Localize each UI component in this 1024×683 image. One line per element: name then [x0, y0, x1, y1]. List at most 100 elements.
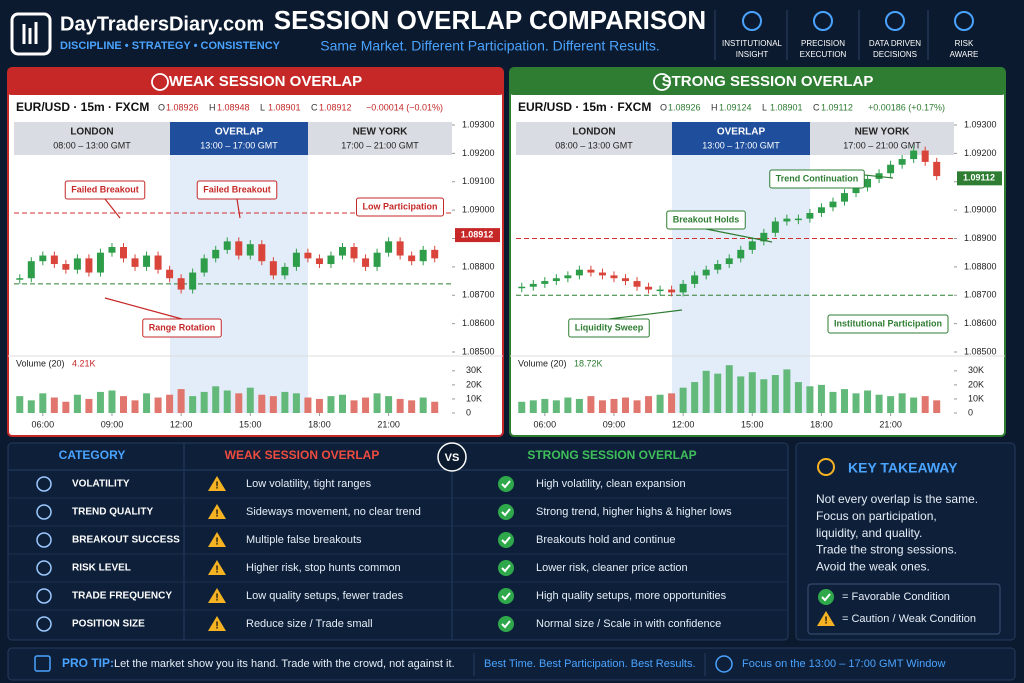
- volume-bar: [258, 394, 266, 413]
- volume-bar: [829, 391, 837, 413]
- volume-bar: [27, 400, 35, 413]
- annotation-box: [827, 314, 949, 334]
- table-header: CATEGORY: [59, 448, 126, 462]
- candle: [235, 241, 243, 256]
- price-tag: [455, 228, 500, 243]
- feature-label: INSIGHT: [736, 50, 769, 59]
- candle: [292, 252, 300, 267]
- candle: [864, 178, 872, 188]
- candle: [246, 244, 254, 256]
- check-icon: [498, 616, 514, 632]
- volume-bar: [771, 375, 779, 413]
- check-icon-mark: [501, 508, 511, 517]
- volume-bar: [189, 396, 197, 413]
- category: TRADE FREQUENCY: [72, 591, 172, 602]
- volume-bar: [564, 397, 572, 413]
- footer: [7, 647, 1016, 681]
- check-icon: [498, 504, 514, 520]
- ohlc-value: 1.08948: [217, 102, 250, 112]
- change: +0.00186 (+0.17%): [868, 102, 945, 112]
- candle: [529, 283, 537, 287]
- candle: [645, 286, 653, 290]
- ohlc-key: H: [711, 102, 718, 112]
- volume-bar: [350, 400, 358, 413]
- volume-bar: [292, 393, 300, 413]
- session-name: OVERLAP: [215, 127, 264, 138]
- clock-icon: [715, 655, 733, 673]
- table-header: STRONG SESSION OVERLAP: [527, 448, 696, 462]
- x-tick-label: 15:00: [239, 419, 262, 429]
- y-tick-label: 1.08600: [462, 318, 495, 328]
- volume-bar: [120, 396, 127, 413]
- candle: [258, 244, 266, 262]
- feature-label: INSTITUTIONAL: [722, 39, 783, 48]
- warning-icon-mark: !: [215, 621, 218, 632]
- volume-bar: [166, 394, 174, 413]
- weak-cell: Low volatility, tight ranges: [246, 478, 372, 490]
- candle: [702, 269, 710, 276]
- feature-label: DATA DRIVEN: [869, 39, 921, 48]
- category: TREND QUALITY: [72, 507, 153, 518]
- v-tick-label: 0: [466, 407, 471, 417]
- candle: [419, 249, 427, 262]
- v-tick-label: 20K: [466, 379, 482, 389]
- annotation-box: [666, 210, 746, 230]
- candle: [552, 278, 560, 282]
- volume-bar: [235, 393, 243, 413]
- price-tag: [957, 171, 1002, 186]
- category: POSITION SIZE: [72, 619, 145, 630]
- volume-total: 18.72K: [574, 358, 603, 368]
- volume-bar: [806, 386, 814, 413]
- candle: [177, 278, 185, 290]
- warning-icon-mark: !: [215, 593, 218, 604]
- table-header: WEAK SESSION OVERLAP: [225, 448, 380, 462]
- feature-label: AWARE: [950, 50, 979, 59]
- takeaway-line: liquidity, and quality.: [816, 526, 922, 540]
- session-header: [516, 122, 672, 155]
- session-time: 17:00 – 21:00 GMT: [341, 140, 419, 150]
- volume-bar: [794, 382, 802, 413]
- session-time: 13:00 – 17:00 GMT: [702, 140, 780, 150]
- candle: [887, 164, 895, 174]
- candle: [748, 241, 756, 250]
- candle: [212, 249, 220, 259]
- candle: [281, 266, 289, 276]
- legend-box: [807, 583, 1001, 635]
- candle: [829, 201, 837, 208]
- annotation: Failed Breakout: [71, 184, 139, 194]
- annotation: Low Participation: [362, 201, 437, 211]
- v-tick-label: 10K: [968, 393, 984, 403]
- volume-label: Volume (20): [518, 358, 567, 368]
- warning-icon-mark: !: [215, 481, 218, 492]
- symbol: EUR/USD · 15m · FXCM: [518, 100, 651, 114]
- candle: [304, 252, 312, 259]
- ohlc-value: 1.08901: [770, 102, 803, 112]
- x-tick-label: 21:00: [377, 419, 400, 429]
- candle: [622, 278, 629, 282]
- annotation-box: [196, 180, 278, 200]
- category-icon: [36, 588, 52, 604]
- category: RISK LEVEL: [72, 563, 131, 574]
- volume-bar: [304, 397, 312, 413]
- volume-bar: [315, 398, 323, 413]
- annotation-arrow: [104, 198, 121, 219]
- volume-bar: [748, 372, 756, 413]
- candle: [794, 218, 802, 221]
- ohlc-value: 1.08901: [268, 102, 301, 112]
- check-icon-mark: [501, 620, 511, 629]
- volume-bar: [668, 393, 676, 413]
- volume-bar: [223, 390, 231, 413]
- panel-title: STRONG SESSION OVERLAP: [662, 73, 874, 90]
- y-tick-label: 1.09100: [462, 176, 495, 186]
- v-tick-label: 10K: [466, 393, 482, 403]
- volume-bar: [725, 365, 733, 413]
- session-header: [672, 122, 810, 155]
- v-tick-label: 30K: [466, 365, 482, 375]
- takeaway-line: Avoid the weak ones.: [816, 559, 930, 573]
- warning-icon: [208, 504, 226, 519]
- candle: [131, 258, 139, 267]
- x-tick-label: 09:00: [101, 419, 124, 429]
- title: SESSION OVERLAP COMPARISON: [274, 5, 706, 35]
- legend-warning: [817, 611, 835, 626]
- panel-header: [510, 68, 1005, 95]
